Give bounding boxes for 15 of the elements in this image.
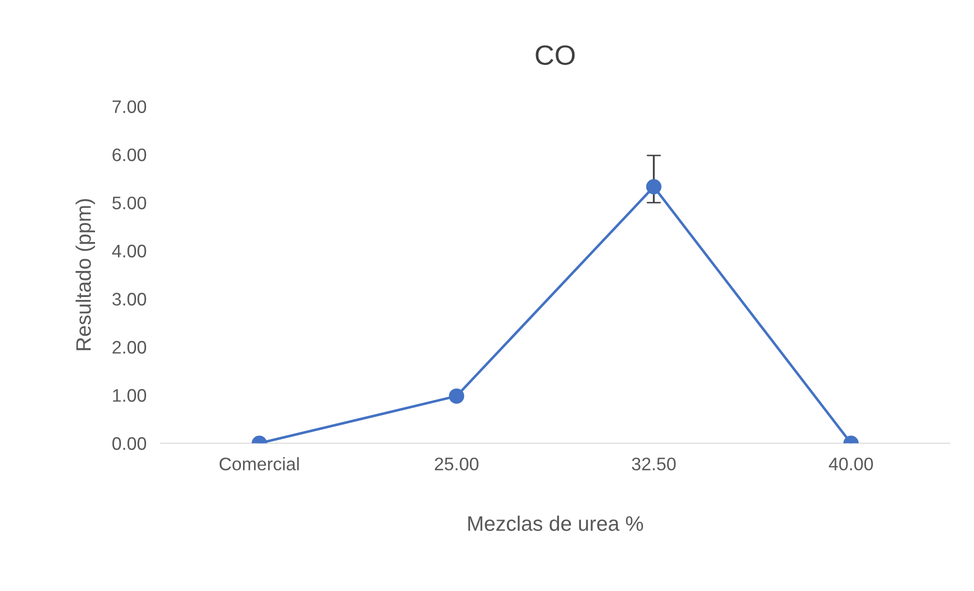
x-axis-title: Mezclas de urea % xyxy=(468,516,644,531)
y-tick-label: 3.00 xyxy=(112,292,146,306)
y-tick-label: 7.00 xyxy=(112,100,146,114)
y-tick-label: 4.00 xyxy=(112,244,146,258)
y-axis-title: Resultado (ppm) xyxy=(76,199,96,350)
y-tick-label: 0.00 xyxy=(112,437,146,450)
y-tick-label: 1.00 xyxy=(113,389,146,402)
y-tick-label: 2.00 xyxy=(112,340,146,354)
x-tick-label: Comercial xyxy=(220,457,299,470)
x-tick-label: 40.00 xyxy=(828,458,873,470)
chart-title: CO xyxy=(536,45,575,65)
y-tick-label: 5.00 xyxy=(112,196,146,210)
x-tick-label: 25.00 xyxy=(434,458,478,470)
x-tick-label: 32.50 xyxy=(632,458,676,470)
y-tick-label: 6.00 xyxy=(112,148,146,162)
